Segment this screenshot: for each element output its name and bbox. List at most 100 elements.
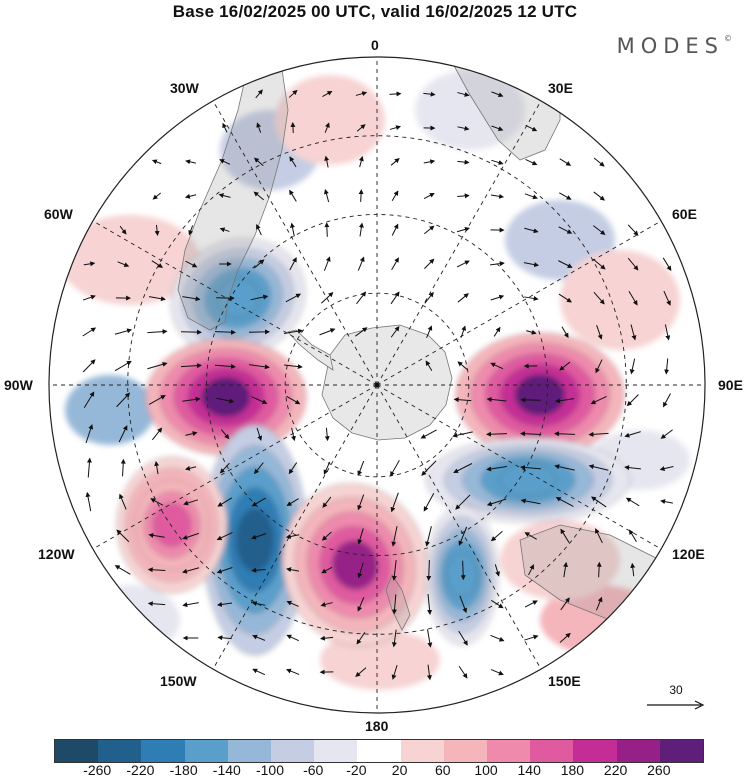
wind-vector-arrow xyxy=(391,629,397,648)
lon-label-180: 180 xyxy=(365,718,389,734)
colorbar-tick-label: 60 xyxy=(435,762,451,778)
wind-vector-arrow xyxy=(283,328,304,334)
wind-vector-arrow xyxy=(663,393,671,408)
anomaly-low-south-pacific xyxy=(202,424,308,656)
wind-vector-arrow xyxy=(427,629,433,648)
wind-vector-arrow xyxy=(595,528,603,544)
wind-vector-arrow xyxy=(286,567,300,573)
wind-vector-arrow xyxy=(319,328,336,336)
wind-vector-arrow xyxy=(628,291,638,306)
colorbar-swatch xyxy=(357,740,401,762)
wind-vectors xyxy=(82,89,674,681)
wind-vector-arrow xyxy=(251,567,266,573)
wind-vector-arrow xyxy=(624,465,641,471)
wind-vector-arrow xyxy=(119,493,127,510)
wind-vector-arrow xyxy=(286,498,299,506)
wind-vector-arrow xyxy=(424,225,435,235)
wind-vector-arrow xyxy=(523,262,540,268)
colorbar-swatch xyxy=(573,740,617,762)
meridian-line xyxy=(212,384,378,670)
wind-vector-arrow xyxy=(520,431,542,437)
wind-vector-arrow xyxy=(390,158,400,166)
map-title: Base 16/02/2025 00 UTC, valid 16/02/2025… xyxy=(172,2,578,21)
wind-vector-arrow xyxy=(147,567,166,573)
wind-vector-arrow xyxy=(320,292,334,304)
wind-vector-arrow xyxy=(218,193,231,199)
wind-vector-arrow xyxy=(426,325,433,338)
wind-vector-arrow xyxy=(458,665,468,679)
wind-vector-arrow xyxy=(216,397,235,404)
wind-vector-arrow xyxy=(593,157,605,167)
wind-vector-arrow xyxy=(357,256,365,271)
wind-vector-arrow xyxy=(150,498,164,506)
wind-vector-arrow xyxy=(152,427,163,441)
wind-vector-arrow xyxy=(560,528,570,543)
wind-vector-arrow xyxy=(148,296,166,302)
colorbar-swatch xyxy=(98,740,142,762)
wind-vector-arrow xyxy=(118,425,128,443)
wind-vector-arrow xyxy=(358,155,364,168)
wind-vector-arrow xyxy=(460,325,467,338)
anomaly-contour xyxy=(236,508,274,572)
wind-vector-arrow xyxy=(288,89,298,98)
new-zealand xyxy=(385,574,411,631)
wind-vector-arrow xyxy=(114,360,132,372)
wind-vector-arrow xyxy=(490,362,504,370)
wind-vector-arrow xyxy=(86,457,92,478)
wind-vector-arrow xyxy=(250,294,269,301)
colorbar-tick-label: 20 xyxy=(391,762,408,778)
wind-vector-arrow xyxy=(251,601,266,606)
wind-vector-arrow xyxy=(524,193,538,200)
wind-vector-arrow xyxy=(255,89,263,99)
wind-vector-arrow xyxy=(391,560,397,581)
wind-vector-arrow xyxy=(219,159,231,165)
wind-vector-arrow xyxy=(457,361,469,371)
wind-vector-arrow xyxy=(596,561,602,578)
wind-vector-arrow xyxy=(423,492,435,512)
wind-vector-arrow xyxy=(324,427,330,442)
wind-vector-arrow xyxy=(421,460,437,476)
wind-vector-arrow xyxy=(457,92,470,97)
wind-vector-arrow xyxy=(629,529,637,542)
wind-vector-arrow xyxy=(217,497,233,507)
lon-label-60w: 60W xyxy=(44,206,73,222)
wind-vector-arrow xyxy=(660,429,673,439)
wind-vector-arrow xyxy=(662,257,672,272)
wind-vector-arrow xyxy=(494,564,500,577)
wind-vector-arrow xyxy=(355,91,368,97)
wind-vector-arrow xyxy=(390,460,400,477)
colorbar-swatch xyxy=(616,740,660,762)
wind-vector-arrow xyxy=(490,634,505,642)
wind-vector-arrow xyxy=(114,328,133,335)
wind-vector-arrow xyxy=(182,532,199,540)
lon-label-30e: 30E xyxy=(548,80,573,96)
wind-vector-arrow xyxy=(355,327,368,337)
wind-vector-arrow xyxy=(357,597,365,612)
wind-vector-arrow xyxy=(251,533,267,540)
wind-vector-arrow xyxy=(117,261,130,267)
wind-vector-arrow xyxy=(595,596,603,611)
wind-vector-arrow xyxy=(358,189,364,202)
wind-vector-arrow xyxy=(214,363,236,369)
colorbar-swatch xyxy=(487,740,531,762)
wind-vector-arrow xyxy=(289,156,297,168)
wind-vector-arrow xyxy=(357,562,364,579)
wind-vector-arrow xyxy=(185,431,198,437)
wind-vector-arrow xyxy=(252,668,266,676)
wind-vector-arrow xyxy=(222,122,228,133)
wind-vector-arrow xyxy=(563,561,568,578)
wind-vector-arrow xyxy=(357,460,365,476)
wind-vector-arrow xyxy=(286,668,300,675)
wind-vector-arrow xyxy=(252,634,266,641)
wind-vector-arrow xyxy=(590,395,607,405)
wind-vector-arrow xyxy=(290,222,295,237)
wind-vector-arrow xyxy=(664,358,670,375)
wind-vector-arrow xyxy=(625,497,640,507)
wind-vector-arrow xyxy=(663,290,671,306)
anomaly-contour xyxy=(201,377,251,417)
wind-vector-arrow xyxy=(184,465,197,471)
wind-vector-arrow xyxy=(627,224,639,236)
wind-vector-arrow xyxy=(116,392,131,408)
colorbar-tick-label: -180 xyxy=(169,762,198,778)
